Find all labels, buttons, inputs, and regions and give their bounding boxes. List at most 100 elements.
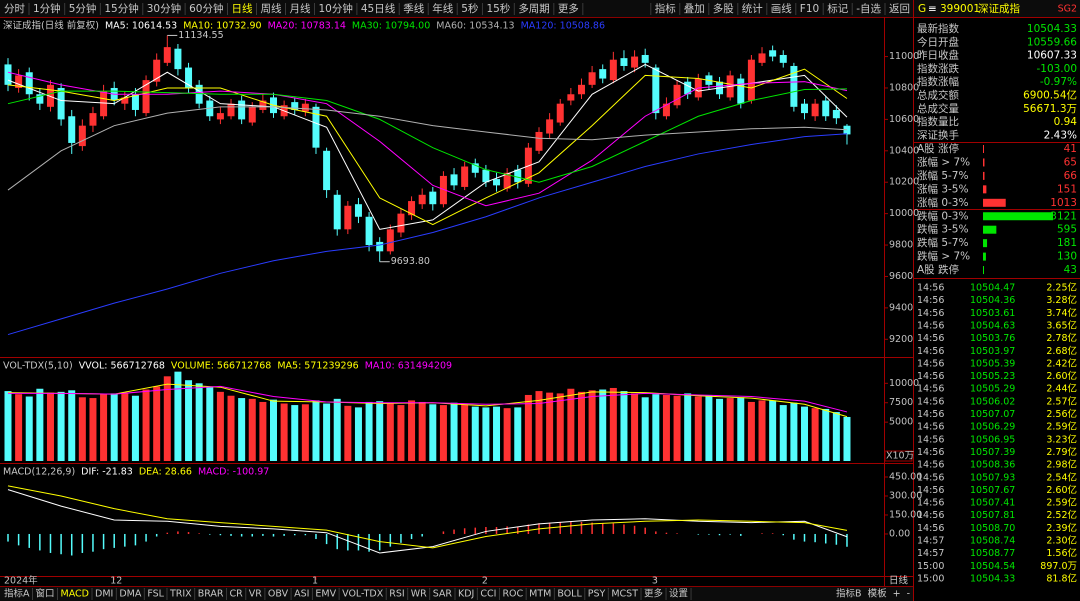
- indicator-tab[interactable]: MTM: [529, 589, 551, 600]
- candle-body: [673, 84, 681, 106]
- toolbar-button[interactable]: -自选: [856, 2, 881, 15]
- quote-label: 深证换手: [917, 128, 959, 141]
- toolbar-tab[interactable]: 月线: [290, 2, 311, 15]
- tick-price: 10503.76: [970, 333, 1015, 344]
- stat-label: A股 跌停: [917, 263, 959, 276]
- bottom-button[interactable]: 指标B: [836, 588, 862, 600]
- macd-bar: [835, 533, 838, 545]
- indicator-line: [7, 63, 848, 230]
- y-tick-label: 10400: [889, 145, 919, 156]
- indicator-tab[interactable]: VR: [249, 589, 262, 600]
- indicator-tab[interactable]: FSL: [147, 589, 164, 600]
- volume-bar: [790, 402, 798, 461]
- tick-price: 10505.39: [970, 358, 1015, 369]
- toolbar-tab[interactable]: 更多: [558, 2, 579, 15]
- tick-time: 14:56: [917, 447, 944, 458]
- toolbar-tab[interactable]: 5秒: [461, 2, 479, 15]
- toolbar-button[interactable]: 标记: [827, 3, 848, 15]
- indicator-tab[interactable]: SAR: [433, 589, 453, 600]
- candle-body: [259, 100, 267, 110]
- toolbar-tab[interactable]: 周线: [261, 2, 282, 15]
- indicator-tab[interactable]: 窗口: [36, 588, 55, 600]
- quote-label: 指数涨幅: [917, 75, 959, 88]
- indicator-tab[interactable]: ASI: [294, 589, 309, 600]
- toolbar-tab[interactable]: 多周期: [518, 2, 550, 15]
- volume-bar: [365, 401, 373, 461]
- tick-volume: 1.56亿: [1046, 547, 1077, 559]
- indicator-line: [7, 106, 848, 191]
- toolbar-button[interactable]: 统计: [742, 2, 763, 15]
- indicator-tab[interactable]: RSI: [389, 589, 404, 600]
- menu-icon[interactable]: ≡: [928, 3, 937, 15]
- tick-price: 10507.41: [970, 498, 1015, 509]
- candle-body: [78, 125, 86, 147]
- macd-bar: [293, 533, 296, 536]
- indicator-tab[interactable]: CCI: [480, 589, 496, 600]
- macd-bar: [378, 533, 381, 551]
- bottom-button[interactable]: +: [893, 589, 901, 600]
- indicator-tab[interactable]: MCST: [611, 589, 638, 600]
- indicator-tab[interactable]: ROC: [502, 589, 523, 600]
- indicator-tab[interactable]: VOL-TDX: [342, 589, 384, 600]
- x-tick-label: 12: [110, 576, 122, 587]
- toolbar-button[interactable]: 多股: [713, 2, 734, 15]
- toolbar-tab[interactable]: 30分钟: [147, 2, 181, 15]
- stat-bar: [983, 225, 997, 234]
- toolbar-button[interactable]: 叠加: [684, 3, 705, 15]
- indicator-tab[interactable]: 设置: [669, 589, 688, 600]
- indicator-tab[interactable]: CR: [230, 589, 244, 600]
- indicator-tab[interactable]: WR: [411, 589, 427, 600]
- toolbar-button[interactable]: 指标: [655, 2, 676, 15]
- indicator-tab[interactable]: BOLL: [557, 589, 582, 600]
- quote-label: 总成交量: [917, 102, 959, 115]
- bottom-button[interactable]: 模板: [868, 588, 888, 600]
- macd-bar: [517, 527, 519, 534]
- toolbar-tab[interactable]: 15秒: [486, 2, 510, 15]
- candle-body: [450, 174, 458, 186]
- bottom-button[interactable]: -: [907, 589, 910, 600]
- indicator-tab[interactable]: EMV: [315, 589, 336, 600]
- tick-volume: 2.54亿: [1046, 471, 1077, 483]
- indicator-tab[interactable]: PSY: [588, 589, 606, 600]
- toolbar-tab[interactable]: 日线: [232, 2, 253, 15]
- toolbar-tab[interactable]: 季线: [403, 2, 424, 15]
- toolbar-tab[interactable]: 年线: [432, 2, 453, 15]
- y-tick-label: 9600: [889, 271, 913, 282]
- toolbar-tab[interactable]: 分时: [4, 3, 25, 15]
- indicator-tab[interactable]: 指标A: [4, 588, 30, 600]
- toolbar-tab[interactable]: 10分钟: [319, 2, 353, 15]
- macd-bar: [219, 533, 222, 536]
- macd-bar: [623, 524, 625, 534]
- macd-bar: [155, 533, 158, 537]
- indicator-tab[interactable]: MACD: [61, 589, 89, 600]
- toolbar-tab[interactable]: 15分钟: [104, 2, 138, 15]
- volume-bar: [110, 393, 118, 461]
- indicator-tab[interactable]: DMI: [95, 589, 113, 600]
- quote-label: 指数涨跌: [917, 62, 959, 75]
- tick-volume: 3.23亿: [1046, 433, 1077, 445]
- indicator-line: [7, 133, 848, 336]
- indicator-tab[interactable]: DMA: [119, 589, 142, 600]
- tick-price: 10506.29: [970, 422, 1015, 433]
- indicator-tab[interactable]: OBV: [268, 589, 289, 600]
- indicator-tab[interactable]: TRIX: [169, 589, 192, 600]
- toolbar-tab[interactable]: 1分钟: [33, 2, 61, 15]
- toolbar-button[interactable]: 画线: [771, 2, 792, 15]
- indicator-tab[interactable]: 更多: [644, 588, 663, 600]
- indicator-tab[interactable]: KDJ: [458, 589, 474, 600]
- volume-bar: [588, 390, 596, 461]
- volume-bar: [429, 404, 437, 461]
- y-tick-label: 10000: [889, 378, 919, 389]
- toolbar-button[interactable]: 返回: [889, 3, 910, 15]
- toolbar-button[interactable]: F10: [800, 3, 819, 15]
- toolbar-tab[interactable]: 45日线: [361, 2, 396, 15]
- volume-bar: [832, 412, 840, 461]
- volume-bar: [482, 407, 490, 461]
- toolbar-tab[interactable]: 5分钟: [69, 2, 97, 15]
- x-tick-label: 2: [482, 576, 488, 587]
- x-tick-label: 1: [312, 576, 318, 587]
- indicator-tab[interactable]: BRAR: [198, 589, 224, 600]
- toolbar-tab[interactable]: 60分钟: [189, 2, 223, 15]
- quote-value: 0.94: [1054, 116, 1078, 128]
- tick-time: 14:56: [917, 308, 944, 319]
